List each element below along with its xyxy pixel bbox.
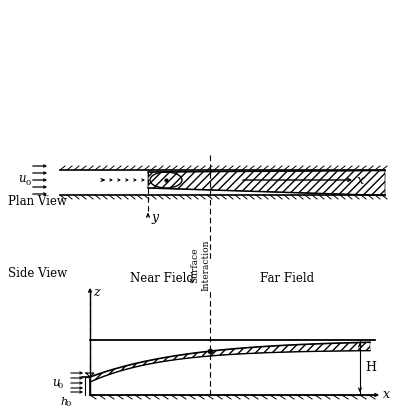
Text: u: u (52, 377, 60, 390)
Text: x: x (383, 388, 390, 402)
Text: 0: 0 (65, 400, 70, 408)
Text: x: x (357, 174, 364, 188)
Text: Far Field: Far Field (260, 272, 314, 285)
Text: h: h (60, 397, 67, 407)
Text: Plan View: Plan View (8, 195, 67, 208)
Text: y: y (151, 211, 158, 224)
Text: Near Field: Near Field (130, 272, 194, 285)
Text: 0: 0 (25, 179, 30, 187)
Text: z: z (93, 286, 100, 299)
Text: H: H (365, 361, 376, 374)
Text: Surface
Interaction: Surface Interaction (190, 239, 210, 291)
Text: u: u (18, 171, 26, 184)
Text: Side View: Side View (8, 267, 67, 280)
Text: 0: 0 (58, 382, 63, 390)
